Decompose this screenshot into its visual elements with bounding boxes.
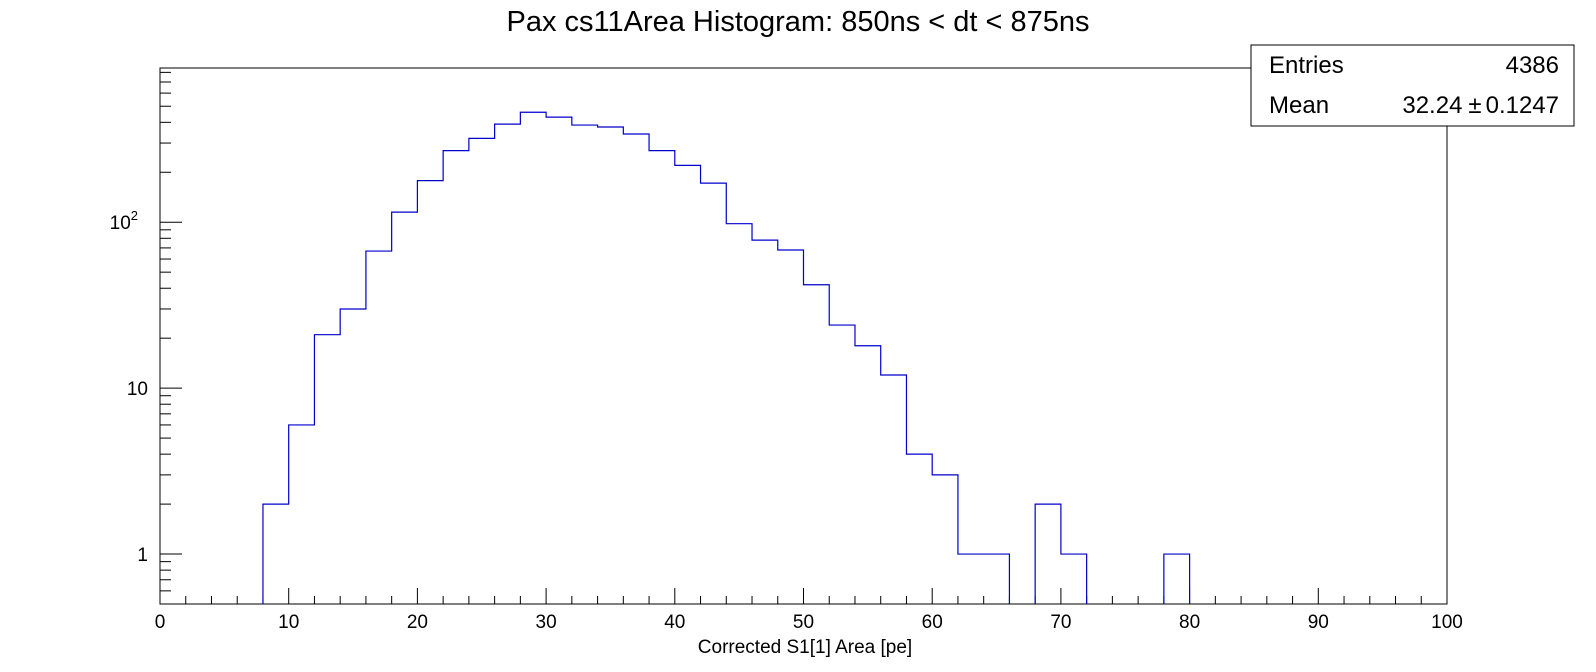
histogram-bin	[289, 425, 315, 604]
stats-mean-pm: ±	[1468, 92, 1481, 119]
histogram-bin	[675, 165, 701, 604]
x-tick-label: 0	[155, 612, 166, 633]
y-axis: 1 10 102	[110, 71, 182, 605]
histogram-bin	[520, 112, 546, 604]
y-tick-label: 102	[110, 208, 138, 234]
x-tick-label: 40	[664, 612, 685, 633]
histogram-bin	[649, 151, 675, 604]
stats-entries-value: 4386	[1506, 52, 1559, 79]
stats-mean-error: 0.1247	[1486, 92, 1559, 119]
histogram-series-line	[262, 111, 1191, 604]
histogram-bin	[752, 240, 778, 604]
histogram-bin	[958, 554, 984, 604]
histogram-bin	[340, 309, 366, 604]
x-tick-label: 50	[793, 612, 814, 633]
histogram-bin	[546, 117, 572, 604]
chart-title: Pax cs11Area Histogram: 850ns < dt < 875…	[506, 6, 1089, 38]
histogram-bin	[572, 125, 598, 604]
histogram-bin	[1035, 504, 1061, 604]
x-tick-label: 100	[1431, 612, 1463, 633]
stats-box: Entries 4386 Mean 32.24 ±0.1247	[1250, 44, 1575, 127]
x-axis: 0 10 20 30 40 50 60 70 80 90 100	[155, 588, 1463, 633]
histogram-bin	[881, 375, 907, 604]
histogram-bin	[984, 554, 1010, 604]
x-tick-label: 80	[1179, 612, 1200, 633]
stats-entries-label: Entries	[1269, 52, 1344, 79]
y-tick-exponent: 2	[131, 208, 138, 223]
histogram-bin	[932, 475, 958, 604]
histogram-bin	[804, 285, 830, 604]
x-tick-label: 70	[1050, 612, 1071, 633]
x-tick-label: 10	[278, 612, 299, 633]
stats-box-frame	[1250, 44, 1575, 127]
histogram-bin	[1061, 554, 1087, 604]
histogram-bin	[906, 454, 932, 604]
stats-mean-readout: 32.24 ±0.1247	[1402, 92, 1559, 119]
histogram-bin	[855, 346, 881, 604]
histogram-bin	[701, 183, 727, 604]
histogram-bin	[829, 325, 855, 604]
histogram-bin	[778, 250, 804, 604]
histogram-bin	[598, 127, 624, 604]
x-tick-label: 20	[407, 612, 428, 633]
histogram-bin	[623, 134, 649, 604]
histogram-bin	[314, 335, 340, 604]
y-tick-label: 10	[127, 379, 148, 400]
y-tick-label: 1	[137, 545, 148, 566]
histogram-bin	[495, 124, 521, 604]
histogram-bin	[726, 224, 752, 604]
histogram-bin	[263, 504, 289, 604]
x-tick-label: 90	[1308, 612, 1329, 633]
histogram-bin	[392, 212, 418, 604]
histogram-bin	[443, 151, 469, 604]
x-axis-label: Corrected S1[1] Area [pe]	[698, 637, 912, 658]
histogram-bin	[1164, 554, 1190, 604]
stats-mean-label: Mean	[1269, 92, 1329, 119]
x-tick-label: 30	[536, 612, 557, 633]
histogram-bin	[417, 181, 443, 604]
histogram-bin	[366, 251, 392, 604]
histogram-bin	[469, 138, 495, 604]
stats-mean-value: 32.24	[1402, 92, 1462, 119]
x-tick-label: 60	[922, 612, 943, 633]
